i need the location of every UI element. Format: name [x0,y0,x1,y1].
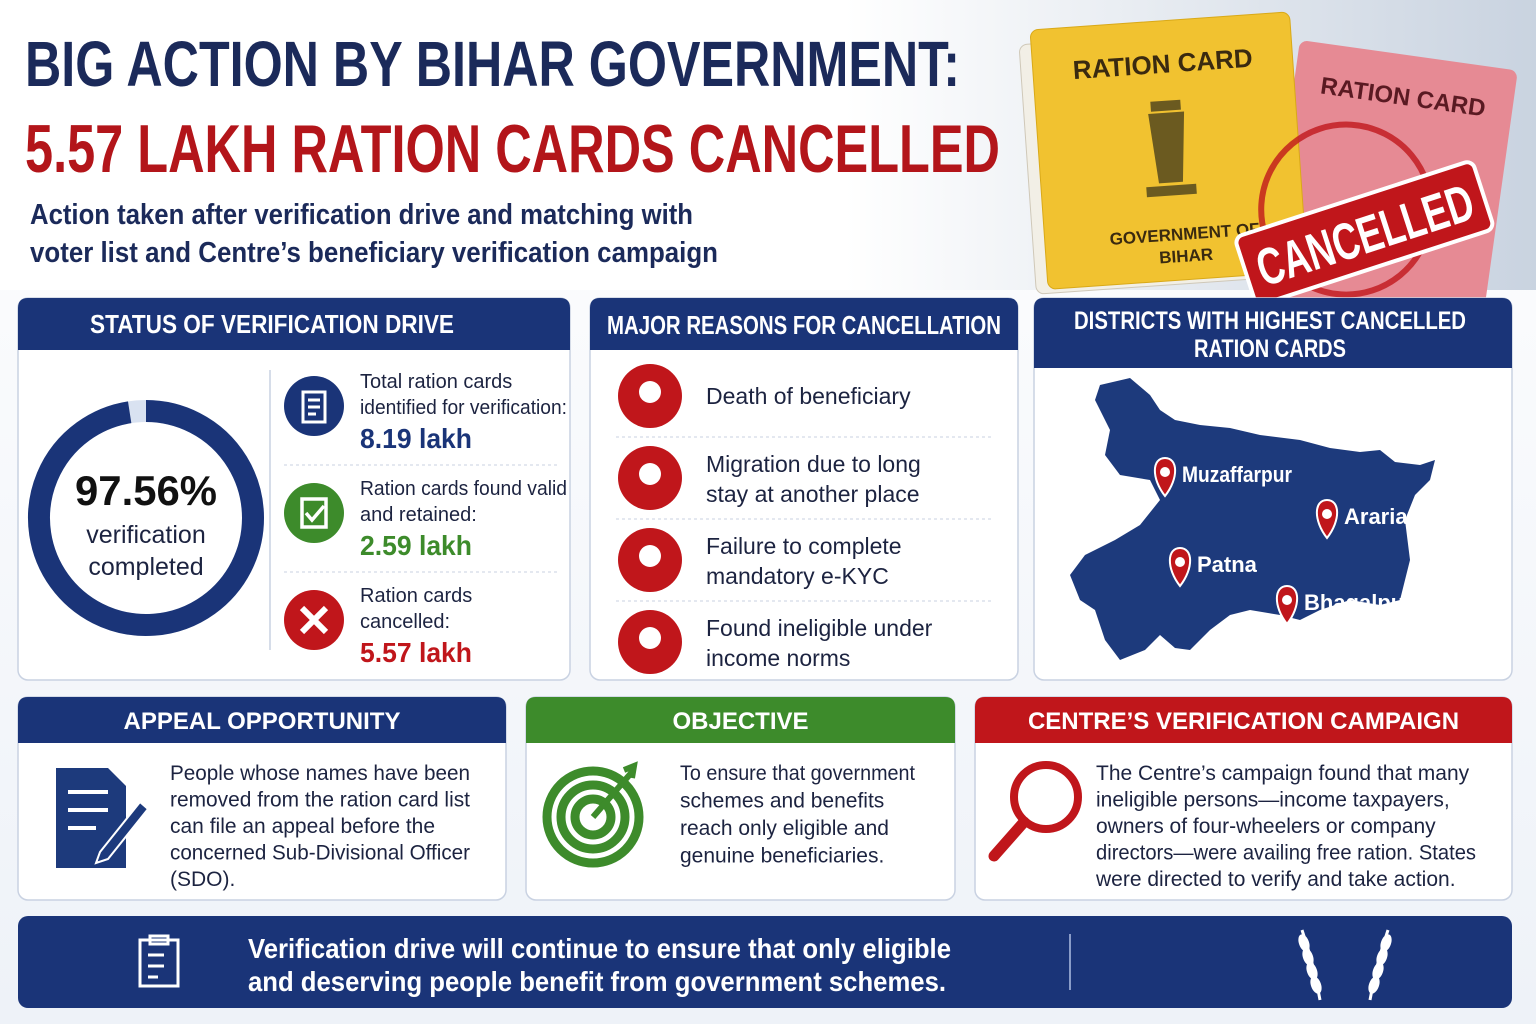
icon-target [556,780,630,854]
card-issuer: BIHAR [1159,245,1214,268]
status-value: 8.19 lakh [360,423,472,454]
bihar-map [1070,378,1435,660]
status-label: Ration cards [360,585,472,607]
icon-handle [988,816,1030,862]
status-label: and retained: [360,504,477,526]
card-text: owners of four-wheelers or company [1096,815,1436,838]
card-text: (SDO). [170,868,235,891]
panel-title: DISTRICTS WITH HIGHEST CANCELLED [1074,307,1466,335]
panel-title: STATUS OF VERIFICATION DRIVE [90,309,454,339]
reason-text: stay at another place [706,481,920,507]
icon-lines [68,790,108,830]
card-text: were directed to verify and take action. [1095,868,1456,891]
subtitle: Action taken after verification drive an… [30,199,693,231]
reason-text: Found ineligible under [706,615,933,641]
icon-document [56,768,126,868]
icon-clipboard [138,934,180,988]
pin-dot [1160,467,1170,477]
icon-wheat-grain [1372,962,1384,980]
status-value: 2.59 lakh [360,530,472,561]
card-text: ineligible persons—income taxpayers, [1096,789,1450,812]
district-name: Patna [1197,552,1258,577]
panel-title: RATION CARDS [1194,335,1346,363]
icon-glyph [639,463,661,485]
district-name: Muzaffarpur [1182,462,1292,487]
icon-wheat-grain [1376,948,1388,966]
campaign-panel-header [975,697,1512,743]
status-value: 5.57 lakh [360,637,472,668]
completion-caption: completed [88,553,203,581]
icon-glyph [639,627,661,649]
completion-caption: verification [86,521,206,549]
card-text: schemes and benefits [680,790,884,813]
icon-wheat-grain [1306,962,1318,980]
icon-magnifier [1010,761,1082,833]
panel-title: MAJOR REASONS FOR CANCELLATION [607,310,1001,340]
donut-arc [28,400,264,636]
reasons-panel-header [590,298,1018,350]
objective-panel-header [526,697,955,743]
pin-dot [1322,509,1332,519]
status-label: Total ration cards [360,371,512,393]
icon-pen [94,800,150,865]
title: 5.57 LAKH RATION CARDS CANCELLED [25,111,1000,187]
card-text: removed from the ration card list [170,789,470,812]
icon-arrow [590,761,638,819]
status-icon [284,483,344,543]
completion-value: 97.56% [75,467,217,514]
card-text: People whose names have been [170,762,470,785]
title: BIG ACTION BY BIHAR GOVERNMENT: [25,28,960,100]
card-text: reach only eligible and [680,817,889,840]
appeal-panel-header [18,697,506,743]
card-text: genuine beneficiaries. [680,845,884,868]
reason-text: mandatory e-KYC [706,563,889,589]
footer-text: Verification drive will continue to ensu… [248,933,951,964]
panel-title: CENTRE’S VERIFICATION CAMPAIGN [1028,708,1459,735]
icon-target [542,766,644,868]
district-name: Bhagalpur [1304,590,1413,615]
icon-wheat-grain [1302,948,1314,966]
footer-text: and deserving people benefit from govern… [248,966,946,997]
status-label: cancelled: [360,611,450,633]
reason-text: Migration due to long [706,451,921,477]
status-panel-header [18,298,570,350]
reason-text: income norms [706,645,850,671]
emblem [1146,99,1197,198]
icon-wheat-grain [1310,976,1322,994]
card-text: The Centre’s campaign found that many [1096,762,1470,785]
reason-text: Death of beneficiary [706,383,911,409]
icon-glyph [639,545,661,567]
pin-dot [1282,595,1292,605]
status-label: Ration cards found valid [360,478,567,500]
icon-glyph [639,381,661,403]
icon-check [300,497,328,529]
status-label: identified for verification: [360,397,567,419]
icon-target [570,794,616,840]
icon-clipboard [301,390,327,424]
icon-wheat-grain [1368,976,1380,994]
panel-title: OBJECTIVE [672,708,808,735]
reason-text: Failure to complete [706,533,902,559]
card-text: directors—were availing free ration. Sta… [1096,842,1476,865]
subtitle: voter list and Centre’s beneficiary veri… [30,237,718,269]
icon-wheat-grain [1380,934,1392,952]
footer-band [18,916,1512,1008]
district-name: Araria [1344,504,1408,529]
icon-wheat-grain [1298,934,1310,952]
icon-cross [299,605,329,635]
card-text: concerned Sub-Divisional Officer [170,842,470,865]
stamp-box [1234,160,1495,306]
districts-panel-header [1034,298,1512,368]
panel-title: APPEAL OPPORTUNITY [124,708,401,735]
card-text: To ensure that government [680,762,915,785]
pin-dot [1175,557,1185,567]
card-text: can file an appeal before the [170,815,435,838]
